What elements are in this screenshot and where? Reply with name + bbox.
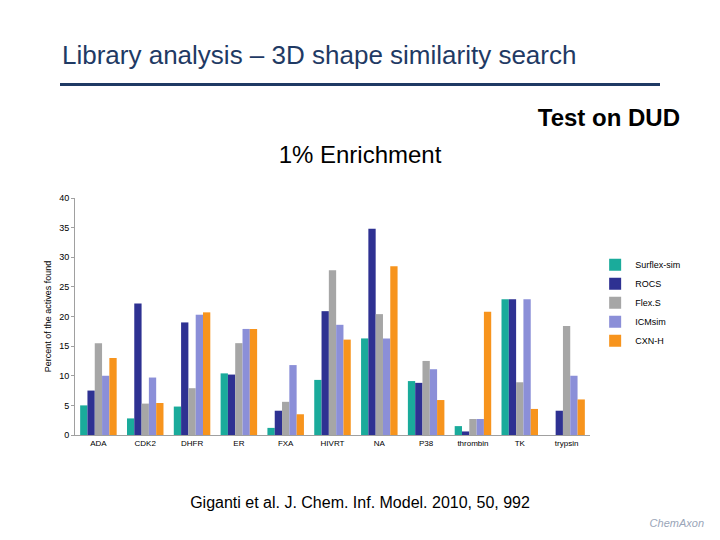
svg-text:40: 40 — [59, 193, 69, 203]
svg-text:Percent of the actives found: Percent of the actives found — [43, 261, 53, 373]
svg-text:trypsin: trypsin — [555, 439, 579, 448]
svg-text:NA: NA — [374, 439, 386, 448]
svg-text:HIVRT: HIVRT — [321, 439, 345, 448]
svg-text:1% Enrichment: 1% Enrichment — [279, 141, 442, 168]
html-text:Library analysis – 3D shape si: Library analysis – 3D shape similarity s… — [62, 40, 577, 70]
html-text:Test on DUD: Test on DUD — [537, 104, 680, 131]
svg-text:P38: P38 — [419, 439, 434, 448]
svg-text:25: 25 — [59, 282, 69, 292]
svg-text:35: 35 — [59, 223, 69, 233]
html-text:ChemAxon: ChemAxon — [649, 517, 704, 529]
svg-text:0: 0 — [64, 430, 69, 440]
svg-text:ROCS: ROCS — [635, 279, 661, 289]
svg-text:10: 10 — [59, 371, 69, 381]
svg-text:30: 30 — [59, 252, 69, 262]
svg-text:TK: TK — [515, 439, 526, 448]
svg-text:ER: ER — [233, 439, 244, 448]
html-text:Giganti et al. J. Chem. Inf. M: Giganti et al. J. Chem. Inf. Model. 2010… — [190, 494, 530, 511]
svg-text:Flex.S: Flex.S — [635, 298, 661, 308]
svg-text:thrombin: thrombin — [457, 439, 488, 448]
svg-text:Surflex-sim: Surflex-sim — [635, 260, 680, 270]
svg-text:ADA: ADA — [90, 439, 107, 448]
svg-text:FXA: FXA — [278, 439, 294, 448]
svg-text:ICMsim: ICMsim — [635, 317, 666, 327]
svg-text:DHFR: DHFR — [181, 439, 203, 448]
svg-text:20: 20 — [59, 312, 69, 322]
svg-text:15: 15 — [59, 341, 69, 351]
svg-text:CDK2: CDK2 — [135, 439, 157, 448]
svg-text:5: 5 — [64, 401, 69, 411]
svg-text:CXN-H: CXN-H — [635, 336, 664, 346]
